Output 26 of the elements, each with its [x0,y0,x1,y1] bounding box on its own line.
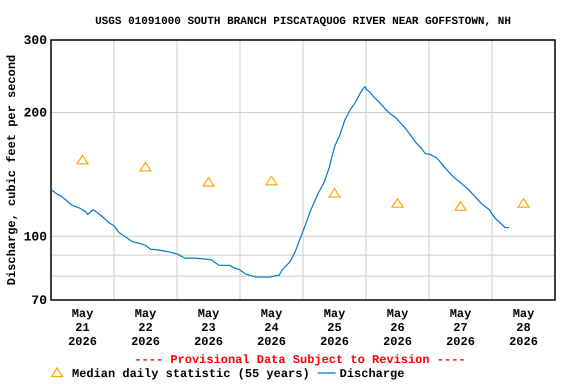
x-tick-label: May 26 2026 [383,307,412,349]
x-tick-label: May 23 2026 [194,307,223,349]
x-tick-label: May 24 2026 [257,307,286,349]
point [139,162,152,172]
x-tick-label: May 25 2026 [320,307,349,349]
point [391,198,404,208]
y-axis-title: Discharge, cubic feet per second [5,54,19,286]
text: ---- Provisional Data Subject to Revision ---- [134,353,466,367]
line-series [50,86,510,278]
point [517,198,530,208]
point [265,176,278,186]
x-tick-label: May 28 2026 [509,307,538,349]
legend-label: Median daily statistic (55 years) [72,367,310,381]
x-tick-label: May 27 2026 [446,307,475,349]
x-tick-label: May 21 2026 [68,307,97,349]
legend-label: Discharge [340,367,404,381]
y-tick-label: 200 [24,106,48,121]
chart-title: USGS 01091000 SOUTH BRANCH PISCATAQUOG RIVER NEAR GOFFSTOWN, NH [95,16,511,28]
x-tick-label: May 22 2026 [131,307,160,349]
point [202,177,215,187]
y-tick-label: 100 [24,229,48,244]
point [328,188,341,198]
point [76,154,89,164]
y-tick-label: 70 [31,293,48,308]
y-tick-label: 300 [24,33,48,48]
point [454,201,467,211]
